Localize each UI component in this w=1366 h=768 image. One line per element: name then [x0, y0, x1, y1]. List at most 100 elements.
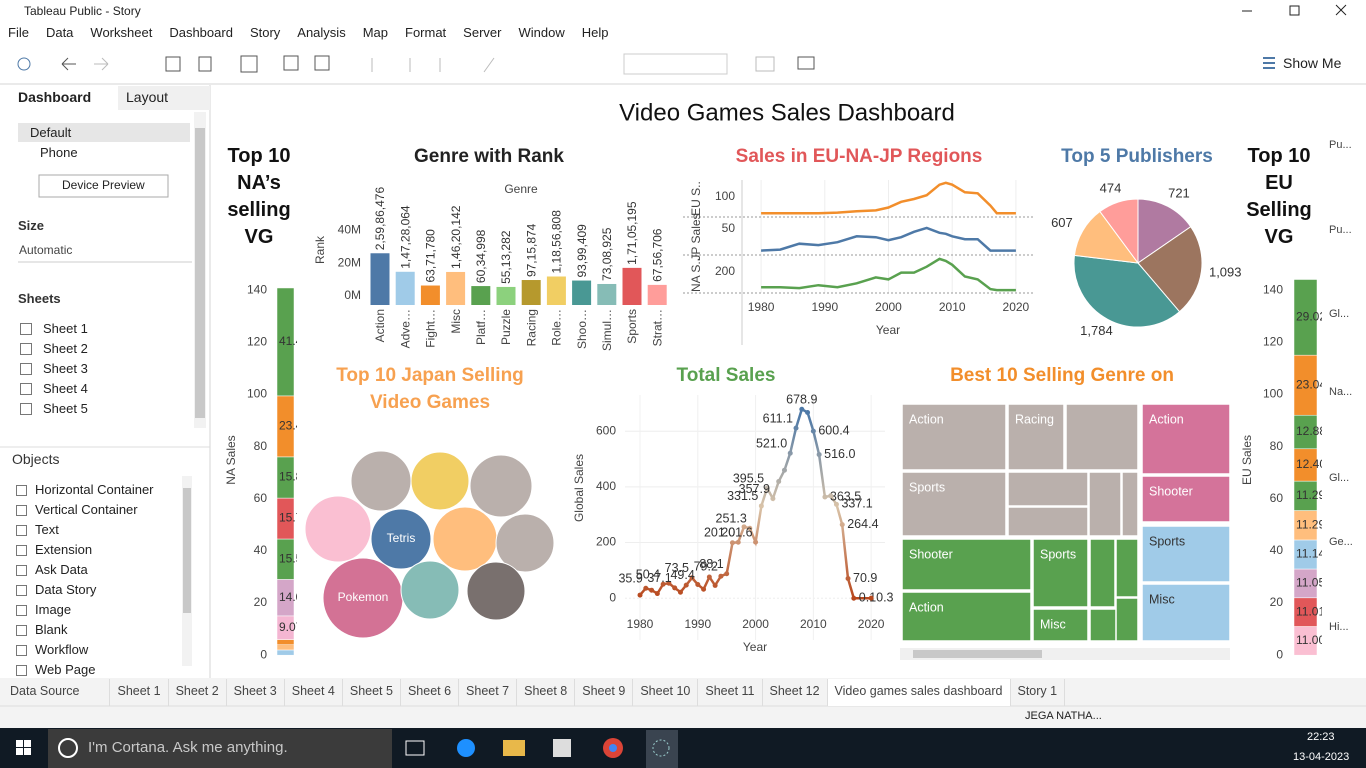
object-item[interactable]: Blank [35, 622, 68, 637]
object-item[interactable]: Data Story [35, 582, 97, 597]
data-label: 1,093 [1209, 265, 1242, 280]
point [845, 575, 851, 581]
point [741, 524, 747, 530]
line [761, 181, 1016, 215]
sheet-tab[interactable]: Sheet 10 [633, 679, 699, 706]
cortana-icon[interactable] [58, 738, 78, 758]
scroll-thumb[interactable] [195, 128, 205, 418]
y-tick-label: 40 [1270, 543, 1284, 557]
menu-item[interactable]: Server [463, 25, 502, 40]
data-label: 201.6 [721, 525, 752, 539]
bubble [466, 561, 526, 621]
data-label: 35.9 [618, 572, 642, 586]
sheet-item[interactable]: Sheet 5 [43, 401, 88, 416]
line [761, 257, 1016, 292]
dashboard-tab[interactable]: Dashboard [18, 89, 92, 105]
sheet-tab[interactable]: Sheet 3 [227, 679, 285, 706]
device-option[interactable]: Phone [40, 145, 78, 160]
chart-title: Top 5 Publishers [1061, 146, 1213, 167]
taskbar-apps[interactable] [405, 730, 678, 768]
x-tick-label: 2020 [858, 617, 885, 631]
data-label: 70.9 [853, 571, 877, 585]
object-item[interactable]: Ask Data [35, 562, 88, 577]
layout-tab[interactable]: Layout [126, 89, 169, 105]
layout-tab-bg [118, 86, 210, 110]
y-tick-label: 100 [715, 189, 735, 203]
device-preview-label[interactable]: Device Preview [62, 178, 145, 192]
bar-segment [276, 639, 295, 646]
menu-item[interactable]: Analysis [297, 25, 346, 40]
point [793, 425, 799, 431]
pie-slice [1137, 226, 1203, 313]
treemap-cell [901, 538, 1032, 591]
object-item[interactable]: Text [35, 522, 59, 537]
x-tick-label: 2000 [875, 300, 902, 314]
sheet-tab[interactable]: Sheet 6 [401, 679, 460, 706]
bar [471, 286, 491, 305]
device-preview-button[interactable] [38, 174, 169, 198]
clock-time: 22:23 [1307, 731, 1335, 743]
object-item[interactable]: Horizontal Container [35, 482, 154, 497]
sheet-item[interactable]: Sheet 3 [43, 361, 88, 376]
data-label: 11.05 [1296, 576, 1325, 590]
sheet-tab[interactable]: Data Source [0, 679, 111, 706]
object-item[interactable]: Workflow [35, 642, 89, 657]
object-item[interactable]: Web Page [35, 662, 96, 677]
sheet-tab[interactable]: Sheet 5 [343, 679, 401, 706]
sheet-tab[interactable]: Sheet 12 [763, 679, 828, 706]
menu-item[interactable]: Story [249, 25, 281, 40]
sheet-item[interactable]: Sheet 4 [43, 381, 88, 396]
sheet-tab[interactable]: Sheet 7 [459, 679, 518, 706]
sheet-item[interactable]: Sheet 1 [43, 321, 88, 336]
data-label: 2,59,86,476 [373, 187, 387, 251]
object-item[interactable]: Extension [35, 542, 93, 557]
menu-item[interactable]: File [8, 25, 29, 40]
sheet-icon [20, 403, 32, 415]
chart-title: Genre with Rank [414, 146, 564, 167]
sheet-tab[interactable]: Sheet 4 [285, 679, 343, 706]
sheet-tab[interactable]: Sheet 9 [575, 679, 634, 706]
show-me-button[interactable]: Show Me [1283, 55, 1342, 71]
toolbar-icons[interactable] [17, 53, 1275, 75]
sheet-tab[interactable]: Sheet 2 [169, 679, 227, 706]
sheet-tab[interactable]: Sheet 11 [698, 679, 763, 706]
data-label: 600.4 [818, 423, 849, 437]
search-box[interactable] [48, 729, 392, 768]
sheet-icon [20, 323, 32, 335]
sheet-tab[interactable]: Story 1 [1011, 679, 1066, 706]
data-label: 337.1 [841, 497, 872, 511]
device-option[interactable]: Default [30, 125, 72, 140]
data-label: 88.1 [699, 557, 723, 571]
windows-logo[interactable] [16, 740, 31, 755]
size-dropdown[interactable]: Automatic [19, 243, 73, 257]
y-tick-label: 0M [344, 288, 361, 302]
cortana-search[interactable]: I'm Cortana. Ask me anything. [88, 739, 288, 756]
data-label: 50.4 [636, 568, 660, 582]
scroll-thumb[interactable] [913, 650, 1042, 658]
bar [546, 276, 566, 305]
sheet-tab[interactable]: Video games sales dashboard [827, 679, 1011, 706]
menu-item[interactable]: Format [405, 25, 447, 40]
treemap-label: Misc [1149, 592, 1175, 606]
scroll-thumb[interactable] [183, 488, 191, 613]
menu-item[interactable]: Worksheet [90, 25, 153, 40]
window-controls[interactable] [1242, 4, 1347, 16]
user-menu[interactable]: JEGA NATHA... [1025, 710, 1102, 722]
data-label: 73,08,925 [600, 227, 614, 281]
sheet-tab[interactable]: Sheet 1 [110, 679, 169, 706]
object-item[interactable]: Vertical Container [35, 502, 138, 517]
menu-item[interactable]: Dashboard [169, 25, 233, 40]
y-tick-label: 100 [247, 387, 267, 401]
menu-item[interactable]: Map [362, 25, 388, 40]
x-tick-label: 1980 [748, 300, 775, 314]
x-tick-label: 2010 [939, 300, 966, 314]
sheet-item[interactable]: Sheet 2 [43, 341, 88, 356]
data-label: 357.9 [739, 482, 770, 496]
menu-item[interactable]: Window [518, 25, 565, 40]
category-label: Shoo… [575, 309, 589, 349]
menu-item[interactable]: Data [45, 25, 74, 40]
sheet-tab[interactable]: Sheet 8 [517, 679, 576, 706]
menu-item[interactable]: Help [581, 25, 609, 40]
bar [521, 280, 541, 305]
object-item[interactable]: Image [35, 602, 72, 617]
